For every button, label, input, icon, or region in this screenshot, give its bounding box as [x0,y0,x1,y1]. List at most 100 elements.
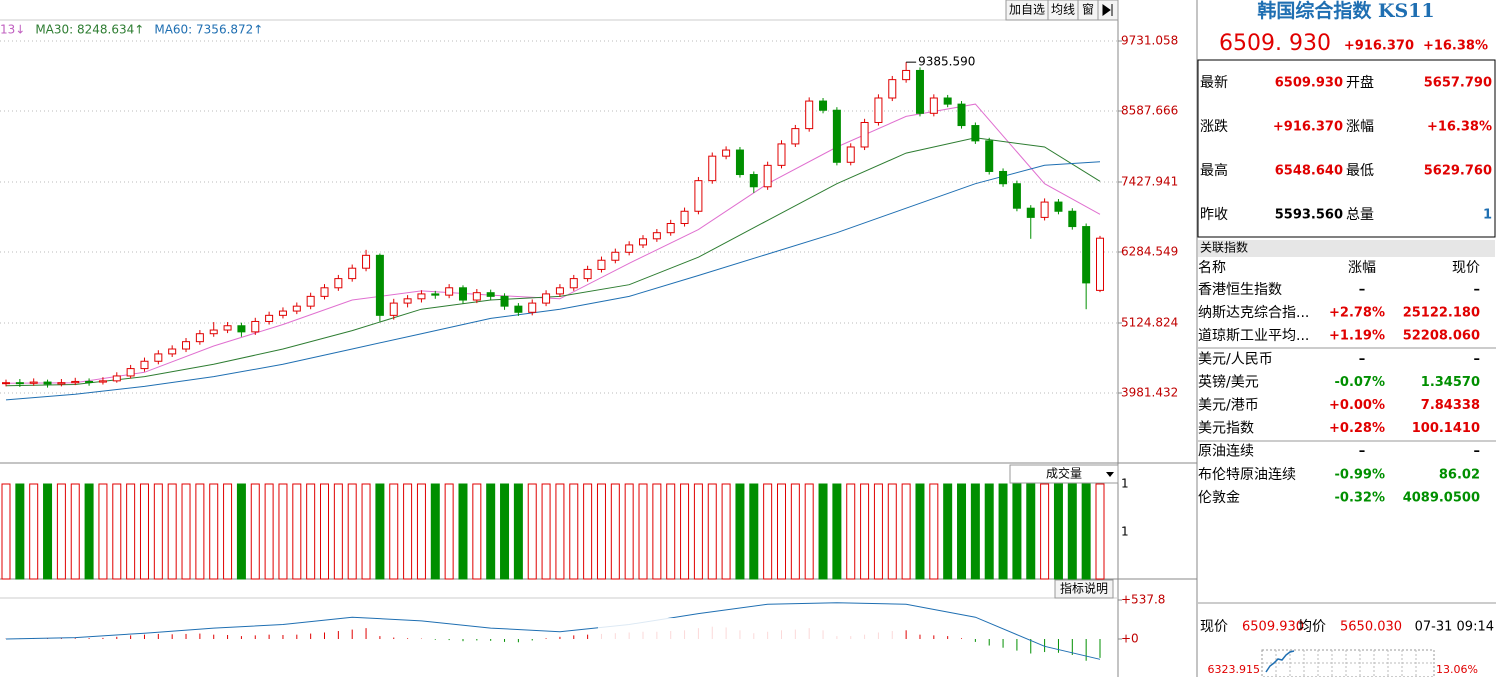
candle-body [98,380,107,383]
candle-body [1068,210,1077,228]
related-name[interactable]: 英镑/美元 [1198,373,1259,390]
candle-body [694,180,703,212]
volume-bar [472,483,482,580]
volume-bar [458,483,468,580]
related-name[interactable]: 布伦特原油连续 [1198,466,1296,483]
related-price: 100.1410 [1412,421,1480,436]
volume-bar [1095,483,1105,580]
volume-bar [721,483,731,580]
candle-body [583,268,592,280]
volume-bar [929,483,939,580]
candle-body [569,278,578,289]
mini-line [1265,650,1295,673]
candle-body [472,292,481,301]
candle-body [182,341,191,350]
volume-bar [486,483,496,580]
candle-body [999,170,1008,185]
candle-body [403,298,412,304]
y-tick-label: 8587.666 [1121,104,1178,118]
related-name[interactable]: 道琼斯工业平均... [1198,328,1309,344]
candle-body [306,295,315,307]
candle-body [749,174,758,188]
candle-body [777,143,786,166]
volume-bar [818,483,828,580]
y-tick-label: 6284.549 [1121,245,1178,259]
candle-body [389,302,398,316]
volume-bar [569,483,579,580]
volume-bar [416,483,426,580]
legend-item: 13↓ [0,23,25,37]
volume-bar [306,483,316,580]
candle-body [1040,201,1049,218]
volume-bar [347,483,357,580]
volume-bar [126,483,136,580]
quote-value: 5629.760 [1424,164,1492,179]
quote-change: +916.370 [1344,39,1414,54]
volume-bar [513,483,523,580]
candle-body [154,353,163,362]
volume-bar [624,483,634,580]
footer-avg: 5650.030 [1340,620,1402,635]
candle-body [929,97,938,114]
volume-bar [70,483,80,580]
legend-item: MA30: 8248.634↑ [35,23,144,37]
candle-body [625,244,634,253]
related-name[interactable]: 纳斯达克综合指... [1198,305,1309,321]
related-name[interactable]: 伦敦金 [1198,490,1240,506]
related-change: -0.99% [1335,467,1386,482]
related-name[interactable]: 香港恒生指数 [1198,282,1282,298]
candle-body [126,368,135,377]
candle-body [29,381,38,384]
candle-body [805,100,814,130]
volume-bar [403,483,413,580]
volume-bar [292,483,302,580]
volume-bar [250,483,260,580]
candle-body [611,251,620,261]
candle-body [362,254,371,269]
volume-bar [776,483,786,580]
related-title: 关联指数 [1200,240,1248,255]
volume-bar [1,483,11,580]
candle-body [666,223,675,234]
volume-bar [223,483,233,580]
candle-body [43,381,52,385]
volume-bar [56,483,66,580]
related-name[interactable]: 美元指数 [1198,421,1254,437]
volume-bar [943,483,953,580]
candle-body [292,305,301,312]
volume-bar [998,483,1008,580]
related-header: 名称 [1198,260,1226,276]
volume-bar [763,483,773,580]
candle-body [195,333,204,343]
candle-body [112,375,121,382]
related-name[interactable]: 美元/港币 [1198,398,1259,414]
related-change: -0.32% [1335,490,1386,505]
volume-bar [1040,483,1050,580]
y-tick-label: +537.8 [1121,593,1165,607]
quote-title: 韩国综合指数 KS11 [1257,0,1434,22]
candle-body [2,382,10,385]
volume-bar [139,483,149,580]
candle-body [708,155,717,182]
candle-body [417,293,426,300]
volume-bar [1026,483,1036,580]
volume-bar [790,483,800,580]
candle-body [555,287,564,295]
candle-body [639,238,648,246]
candle-body [278,310,287,316]
volume-bar [1081,483,1091,580]
volume-selector[interactable] [1009,464,1119,484]
related-name[interactable]: 原油连续 [1198,443,1254,460]
related-name[interactable]: 美元/人民币 [1198,351,1273,367]
quote-label: 开盘 [1346,74,1374,91]
volume-bar [236,483,246,580]
volume-bar [361,483,371,580]
quote-value: 6548.640 [1275,164,1343,179]
quote-pct: +16.38% [1423,39,1488,54]
button-label: 均线 [1051,3,1075,17]
expand-icon [1102,4,1113,16]
quote-value: 6509.930 [1275,76,1343,91]
candle-body [223,325,232,331]
indicator-button[interactable] [1054,579,1114,599]
